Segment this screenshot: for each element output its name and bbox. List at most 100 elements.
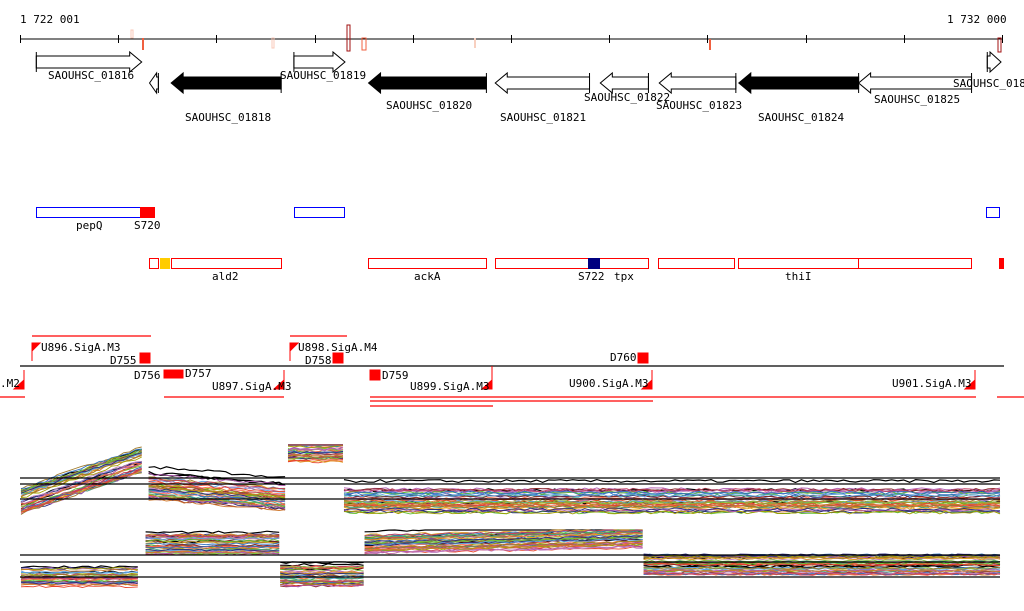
feature-box[interactable] [986, 207, 1000, 218]
feature-box[interactable] [999, 258, 1004, 269]
expression-profile [148, 498, 286, 511]
promoter-flag[interactable] [12, 370, 25, 390]
expression-profile [343, 500, 1001, 505]
expression-profile [20, 573, 138, 577]
gene-arrow[interactable] [293, 50, 346, 74]
terminator-label: D756 [134, 369, 161, 382]
gene-arrow[interactable] [148, 71, 159, 95]
expression-profile [20, 446, 142, 490]
expression-profile [145, 542, 280, 546]
expression-profile [343, 493, 1001, 498]
gene-label[interactable]: SAOUHSC_01818 [185, 111, 271, 124]
snp-marker [271, 37, 275, 49]
expression-profile [643, 563, 1001, 567]
expression-profile [343, 487, 1001, 492]
s722-label: S722 [578, 270, 605, 283]
terminator-label: D759 [382, 369, 409, 382]
tpx-feature[interactable] [495, 258, 649, 269]
feature-box-yellow[interactable] [160, 258, 170, 269]
gene-arrow[interactable] [599, 71, 649, 95]
expression-profile [364, 542, 643, 551]
promoter-label: U897.SigA.M3 [212, 380, 291, 393]
expression-profile [20, 565, 138, 569]
gene-label[interactable]: SAOUHSC_01824 [758, 111, 844, 124]
acka-feature[interactable] [368, 258, 487, 269]
promoter-flag[interactable] [640, 370, 653, 390]
expression-profile [280, 573, 364, 577]
expression-profile [343, 508, 1001, 512]
expression-profile [148, 466, 286, 478]
expression-profile [280, 582, 364, 586]
promoter-flag[interactable] [289, 342, 300, 361]
feature-box[interactable] [858, 258, 972, 269]
expression-profile [20, 585, 138, 588]
gene-label[interactable]: SAOUHSC_01822 [584, 91, 670, 104]
expression-profile [287, 456, 344, 460]
expression-profile [287, 454, 344, 458]
expression-panel-2 [20, 529, 1001, 588]
gene-arrow[interactable] [367, 71, 487, 95]
operon-track-red: ald2 ackA S722 tpx thiI [149, 258, 1004, 283]
expression-profile [364, 529, 643, 533]
expression-profile [364, 545, 643, 555]
expression-profile [364, 538, 643, 547]
gene-arrow[interactable] [738, 71, 860, 95]
gene-label[interactable]: SAOUHSC_01820 [386, 99, 472, 112]
gene-label[interactable]: SAOUHSC_01823 [656, 99, 742, 112]
expression-profile [643, 554, 1001, 558]
expression-profile [287, 459, 344, 462]
expression-profile [20, 581, 138, 585]
gene-arrow[interactable] [986, 50, 1002, 74]
terminator-label: D758 [305, 354, 332, 367]
gene-label[interactable]: SAOUHSC_0182 [953, 77, 1024, 90]
ald2-feature[interactable] [171, 258, 282, 269]
gene-arrow[interactable] [170, 71, 282, 95]
terminator-d755[interactable] [139, 352, 151, 364]
expression-profile [287, 451, 344, 455]
terminator-d758[interactable] [332, 352, 344, 364]
feature-box[interactable] [658, 258, 735, 269]
thii-feature[interactable] [738, 258, 859, 269]
promoter-flag[interactable] [963, 370, 976, 390]
expression-profile [20, 580, 138, 584]
promoter-label: U896.SigA.M3 [41, 341, 120, 354]
expression-profile [145, 548, 280, 552]
promoter-label: U901.SigA.M3 [892, 377, 971, 390]
expression-profile [280, 565, 364, 569]
gene-arrow[interactable] [494, 71, 591, 95]
expression-profile [280, 563, 364, 567]
terminator-d757[interactable] [163, 369, 184, 379]
expression-profile [20, 455, 142, 498]
gene-arrow[interactable] [658, 71, 737, 95]
gene-arrow[interactable] [35, 50, 143, 74]
gene-label[interactable]: SAOUHSC_01821 [500, 111, 586, 124]
expression-profile [280, 572, 364, 575]
feature-box[interactable] [294, 207, 345, 218]
gene-label[interactable]: SAOUHSC_01816 [48, 69, 134, 82]
gene-arrow[interactable] [857, 71, 973, 95]
terminator-d759[interactable] [369, 369, 381, 381]
expression-profile [287, 445, 343, 449]
expression-profile [145, 534, 280, 538]
snp-marker [130, 29, 134, 39]
s720-feature[interactable] [140, 207, 155, 218]
promoter-flag[interactable] [31, 342, 42, 361]
gene-label[interactable]: SAOUHSC_01825 [874, 93, 960, 106]
promoter-flag[interactable] [480, 366, 493, 390]
terminator-label: D755 [110, 354, 137, 367]
s722-feature[interactable] [588, 258, 600, 269]
promoter-label: U900.SigA.M3 [569, 377, 648, 390]
snp-marker [346, 24, 351, 52]
expression-profile [343, 502, 1001, 507]
pepq-feature[interactable] [36, 207, 141, 218]
expression-profile [20, 568, 138, 572]
expression-profile [145, 541, 280, 545]
gene-label[interactable]: SAOUHSC_01819 [280, 69, 366, 82]
expression-profile [364, 530, 643, 540]
feature-box[interactable] [149, 258, 159, 269]
terminator-d760[interactable] [637, 352, 649, 364]
promoter-flag[interactable] [272, 370, 285, 390]
expression-profile [20, 452, 142, 494]
expression-profile [364, 529, 643, 537]
expression-profile [643, 572, 1001, 576]
